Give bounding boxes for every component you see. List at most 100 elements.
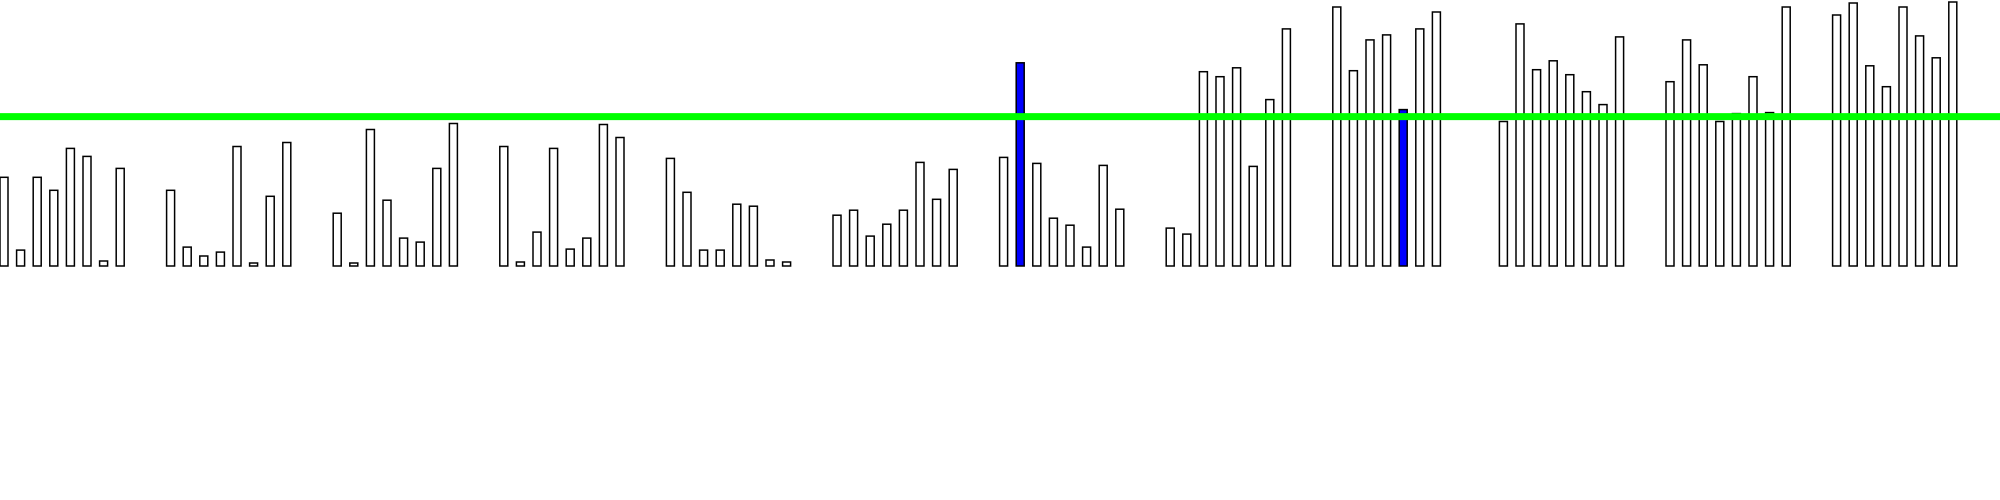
bar: [1248, 165, 1258, 267]
bar: [115, 167, 125, 267]
bar: [1215, 75, 1225, 267]
bar: [1881, 85, 1892, 267]
bar: [32, 176, 42, 267]
bar: [565, 248, 575, 267]
bar: [1565, 73, 1575, 267]
bar: [282, 141, 292, 267]
bar: [1065, 224, 1075, 267]
bar: [898, 209, 909, 267]
bar: [1948, 1, 1958, 267]
bar: [882, 223, 892, 267]
bar: [1348, 69, 1359, 267]
bar: [1182, 233, 1192, 267]
bar: [1098, 164, 1108, 267]
bar: [365, 128, 376, 267]
bar: [332, 212, 342, 267]
bar: [615, 136, 625, 267]
bar: [682, 191, 692, 267]
bar: [698, 249, 709, 267]
bar: [548, 147, 559, 267]
bar: [765, 259, 775, 267]
bar: [515, 261, 526, 267]
bar: [931, 198, 942, 267]
bars-layer: [0, 1, 1958, 267]
bar: [1548, 60, 1558, 267]
bar: [1332, 6, 1342, 267]
bar-group: [165, 141, 292, 267]
bar: [1265, 98, 1275, 267]
bar: [1598, 103, 1608, 267]
bar: [1581, 90, 1592, 267]
bar: [248, 262, 259, 267]
bar: [1831, 14, 1842, 267]
bar: [1914, 35, 1925, 267]
bar: [915, 161, 925, 267]
bar: [1081, 246, 1092, 267]
bar-group: [998, 62, 1125, 267]
bar: [1231, 67, 1242, 267]
bar: [1748, 75, 1758, 267]
bar: [748, 205, 759, 267]
bar: [532, 231, 542, 267]
bar: [598, 123, 609, 267]
bar: [349, 262, 359, 267]
bar-group: [0, 147, 125, 267]
bar: [1431, 11, 1442, 267]
bar: [15, 249, 26, 267]
bar: [848, 209, 859, 267]
highlighted-bar: [1398, 108, 1408, 267]
bar: [182, 246, 192, 267]
bar: [382, 199, 392, 267]
bar: [398, 237, 409, 267]
bar-group: [1831, 1, 1958, 267]
bar-group: [665, 157, 792, 267]
bar: [1614, 36, 1625, 267]
bar: [1781, 6, 1791, 267]
bar: [0, 176, 9, 267]
bar: [1415, 28, 1425, 267]
bar: [49, 189, 59, 267]
bar: [1698, 64, 1708, 267]
bar: [998, 156, 1009, 267]
bar-group: [1332, 6, 1442, 267]
bar: [948, 168, 958, 267]
bar: [1715, 120, 1725, 267]
bar: [1681, 39, 1692, 267]
bar: [1848, 2, 1858, 267]
bar: [65, 147, 76, 267]
bar: [832, 214, 842, 267]
bar: [1665, 80, 1675, 267]
bar: [1731, 112, 1742, 267]
bar: [1865, 65, 1875, 267]
bar: [199, 255, 209, 267]
highlighted-bar: [1015, 62, 1025, 267]
bar: [1381, 34, 1392, 267]
bar-group: [832, 161, 958, 267]
bar: [1165, 227, 1175, 267]
bar-group: [1498, 23, 1625, 267]
bar: [1198, 70, 1209, 267]
bar: [265, 195, 275, 267]
bar: [1048, 217, 1059, 267]
bar: [499, 145, 509, 267]
bar: [165, 189, 176, 267]
bar: [1115, 208, 1125, 267]
bar: [1515, 23, 1525, 267]
bar: [1498, 120, 1509, 267]
bar: [1764, 111, 1775, 267]
bar: [582, 237, 592, 267]
bar: [232, 145, 242, 267]
bar-group: [332, 122, 459, 267]
bar: [715, 249, 725, 267]
bar-group: [1165, 28, 1292, 267]
bar: [415, 241, 425, 267]
bar: [82, 155, 92, 267]
bar: [865, 235, 875, 267]
bar-group: [1665, 6, 1791, 267]
bar: [781, 261, 792, 267]
bar: [1281, 28, 1292, 267]
bar: [1032, 162, 1042, 267]
bar: [1365, 39, 1375, 267]
